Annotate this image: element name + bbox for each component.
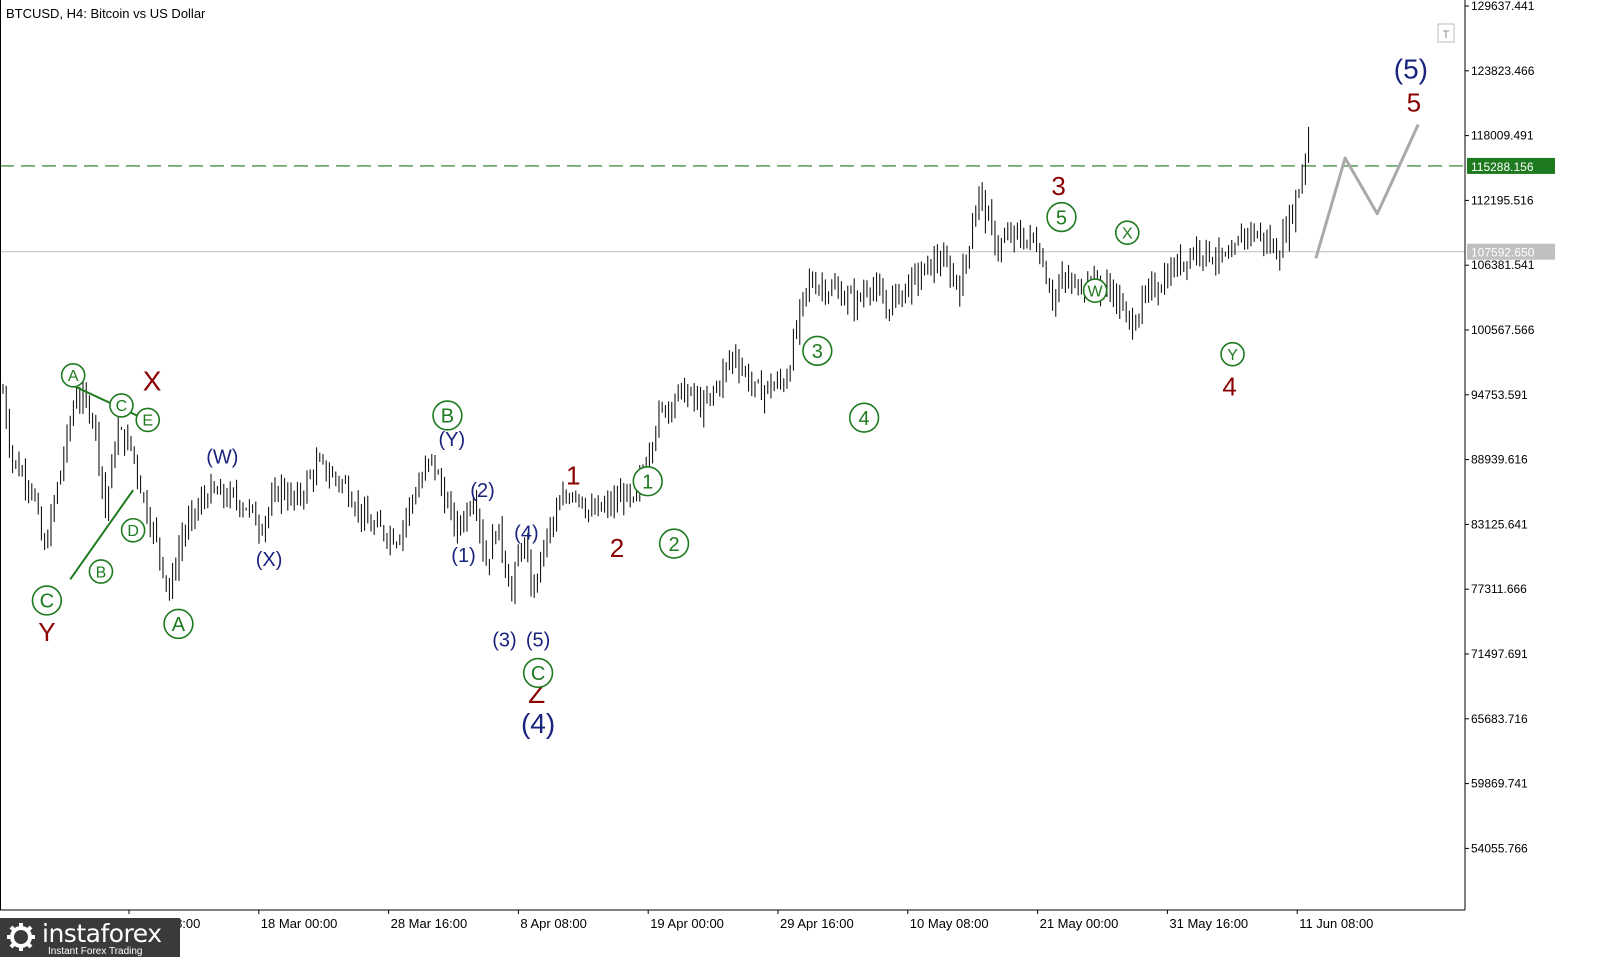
wave-label: 4 xyxy=(859,408,870,430)
wave-label: (4) xyxy=(514,522,538,544)
wave-label: 5 xyxy=(1407,87,1421,117)
wave-label-circle xyxy=(135,407,161,433)
wave-label: Y xyxy=(38,617,55,647)
wave-label-circle xyxy=(1114,220,1140,245)
wave-label: D xyxy=(127,523,139,540)
wave-label: 2 xyxy=(668,534,679,556)
wave-label: A xyxy=(68,368,79,385)
y-tick-label: 77311.666 xyxy=(1471,582,1527,596)
x-tick-label: 28 Mar 16:00 xyxy=(391,916,468,931)
y-tick-label: 59869.741 xyxy=(1471,777,1528,791)
wave-label-circle xyxy=(632,466,663,497)
y-tick-label: 65683.716 xyxy=(1471,712,1528,726)
y-tick-label: 88939.616 xyxy=(1471,453,1528,467)
x-tick-label: 11 Jun 08:00 xyxy=(1299,916,1373,931)
instaforex-logo: instaforex Instant Forex Trading xyxy=(0,918,180,957)
wave-label-circle xyxy=(120,517,146,543)
y-tick-label: 83125.641 xyxy=(1471,517,1528,531)
x-tick-label: 21 May 00:00 xyxy=(1040,916,1119,931)
x-tick-label: 18 Mar 00:00 xyxy=(261,916,338,931)
wave-label: (W) xyxy=(206,447,238,469)
wave-label: 1 xyxy=(566,461,580,491)
wave-label-circle xyxy=(802,335,833,367)
wave-label-circle xyxy=(60,363,86,388)
wave-label-circle xyxy=(432,400,463,431)
wave-label: 2 xyxy=(610,533,624,563)
t-button-frame[interactable] xyxy=(1437,23,1455,43)
trendline-lower xyxy=(69,489,134,580)
gear-icon xyxy=(7,923,35,951)
y-tick-label: 123823.466 xyxy=(1471,64,1535,78)
y-tick-label: 118009.491 xyxy=(1471,129,1534,143)
wave-label-circle xyxy=(658,528,690,559)
x-tick-label: 29 Apr 16:00 xyxy=(780,916,854,931)
wave-label: (4) xyxy=(521,708,555,739)
wave-label-circle xyxy=(31,585,63,616)
wave-label: Y xyxy=(1227,347,1238,364)
wave-label: E xyxy=(142,413,153,430)
logo-tagline: Instant Forex Trading xyxy=(48,946,143,957)
x-tick-label: 8 Apr 08:00 xyxy=(520,916,587,931)
y-tick-label: 112195.516 xyxy=(1471,193,1534,207)
y-tick-label: 71497.691 xyxy=(1471,647,1528,661)
wave-label-circle xyxy=(88,559,114,584)
logo-name: instaforex xyxy=(42,919,162,948)
t-button[interactable]: T xyxy=(1437,23,1455,43)
current-price-tag xyxy=(1467,243,1555,260)
target-level-label: 115288.156 xyxy=(1471,160,1534,174)
wave-label: (2) xyxy=(470,480,494,502)
x-tick-label: 10 May 08:00 xyxy=(910,916,989,931)
wave-label-circle xyxy=(1046,201,1077,233)
target-level-tag xyxy=(1467,157,1555,174)
wave-label: (5) xyxy=(526,629,550,651)
y-tick-label: 106381.541 xyxy=(1471,258,1535,272)
wave-label: C xyxy=(40,591,54,613)
wave-label: 1 xyxy=(642,471,653,493)
forecast-path xyxy=(1314,123,1420,259)
wave-label: X xyxy=(143,366,162,397)
wave-label: C xyxy=(116,398,128,415)
current-price-label: 107592.650 xyxy=(1471,246,1535,260)
wave-label: (3) xyxy=(492,629,516,651)
y-tick-label: 94753.591 xyxy=(1471,388,1528,402)
chart-title: BTCUSD, H4: Bitcoin vs US Dollar xyxy=(6,6,206,21)
price-bars xyxy=(2,126,1310,605)
x-tick-label: 19 Apr 00:00 xyxy=(650,916,724,931)
wave-label-circle xyxy=(522,657,554,689)
wave-label-circle xyxy=(163,608,194,640)
wave-label: W xyxy=(1088,283,1104,300)
wave-label: (5) xyxy=(1394,54,1428,85)
wave-label: 3 xyxy=(1051,171,1065,201)
wave-label-circle xyxy=(848,402,880,433)
wave-label: 5 xyxy=(1056,207,1067,229)
wave-label: 4 xyxy=(1222,372,1236,402)
wave-label: (1) xyxy=(451,545,475,567)
wave-label: A xyxy=(172,614,186,636)
wave-label: B xyxy=(96,564,107,581)
y-tick-label: 129637.441 xyxy=(1471,0,1535,13)
x-tick-label: 31 May 16:00 xyxy=(1169,916,1248,931)
t-button-label[interactable]: T xyxy=(1443,29,1450,41)
wave-label: (Y) xyxy=(438,429,465,451)
y-tick-label: 100567.566 xyxy=(1471,323,1535,337)
wave-label: (X) xyxy=(256,549,283,571)
wave-label-circle xyxy=(1220,341,1245,367)
wave-label: X xyxy=(1122,225,1133,242)
y-tick-label: 54055.766 xyxy=(1471,841,1528,855)
wave-label-circle xyxy=(109,393,134,418)
wave-label: 3 xyxy=(812,341,823,363)
wave-label: C xyxy=(531,663,545,685)
wave-label-circle xyxy=(1082,278,1108,303)
y-axis: 129637.441 123823.466 118009.491 112195.516… xyxy=(1465,0,1535,855)
wave-label: B xyxy=(441,406,454,428)
